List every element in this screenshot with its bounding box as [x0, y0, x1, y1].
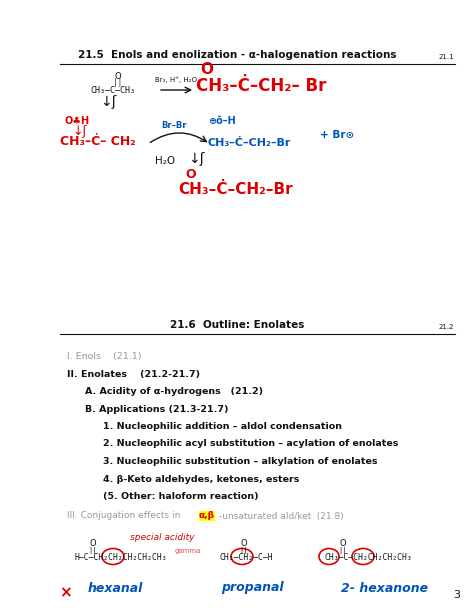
Text: O: O — [241, 538, 247, 547]
Text: CH₃–Ċ–CH₂– Br: CH₃–Ċ–CH₂– Br — [196, 77, 327, 95]
Text: CH₃–Ċ– CH₂: CH₃–Ċ– CH₂ — [60, 135, 136, 148]
Text: I. Enols    (21.1): I. Enols (21.1) — [67, 352, 142, 361]
Text: 4. β-Keto aldehydes, ketones, esters: 4. β-Keto aldehydes, ketones, esters — [103, 474, 300, 484]
Text: special acidity: special acidity — [130, 533, 194, 543]
Text: ||: || — [113, 78, 123, 87]
Text: 21.2: 21.2 — [438, 324, 454, 330]
Text: CH₃–Ċ–CH₂–Br: CH₃–Ċ–CH₂–Br — [208, 138, 292, 148]
Text: 1. Nucleophilic addition – aldol condensation: 1. Nucleophilic addition – aldol condens… — [103, 422, 342, 431]
Text: ↓ʃ: ↓ʃ — [188, 152, 204, 166]
Text: 21.6  Outline: Enolates: 21.6 Outline: Enolates — [170, 320, 304, 330]
Text: H₂O: H₂O — [155, 156, 175, 166]
Text: α,β: α,β — [199, 511, 215, 520]
Text: A. Acidity of α-hydrogens   (21.2): A. Acidity of α-hydrogens (21.2) — [85, 387, 263, 396]
Text: CH₃–C–CH₂CH₂CH₂CH₃: CH₃–C–CH₂CH₂CH₂CH₃ — [325, 552, 413, 562]
Text: CH₃–Ċ–CH₂–Br: CH₃–Ċ–CH₂–Br — [178, 182, 292, 197]
Text: O: O — [340, 538, 346, 547]
Text: O♣H: O♣H — [65, 116, 90, 126]
Text: B. Applications (21.3-21.7): B. Applications (21.3-21.7) — [85, 405, 228, 414]
Text: propanal: propanal — [221, 582, 283, 595]
Text: (21.8): (21.8) — [311, 511, 344, 520]
Text: Br₂, H⁺, H₂O: Br₂, H⁺, H₂O — [155, 76, 197, 83]
Text: -unsaturated ald/ket: -unsaturated ald/ket — [219, 511, 311, 520]
Text: ||: || — [89, 547, 97, 555]
Text: 21.1: 21.1 — [438, 54, 454, 60]
Text: 3: 3 — [453, 590, 460, 600]
Text: 21.5  Enols and enolization - α-halogenation reactions: 21.5 Enols and enolization - α-halogenat… — [78, 50, 396, 60]
Text: + Br⊙: + Br⊙ — [320, 130, 354, 140]
Text: 2. Nucleophilic acyl substitution – acylation of enolates: 2. Nucleophilic acyl substitution – acyl… — [103, 440, 398, 449]
Text: O: O — [115, 72, 121, 81]
Text: gamma: gamma — [175, 547, 201, 554]
Text: ||: || — [240, 547, 248, 555]
Text: (5. Other: haloform reaction): (5. Other: haloform reaction) — [103, 492, 259, 501]
Text: O: O — [185, 168, 196, 181]
Text: 3. Nucleophilic substitution – alkylation of enolates: 3. Nucleophilic substitution – alkylatio… — [103, 457, 377, 466]
Text: hexanal: hexanal — [87, 582, 143, 595]
Text: III. Conjugation effects in: III. Conjugation effects in — [67, 511, 183, 520]
Text: CH₃–CH₂–C–H: CH₃–CH₂–C–H — [220, 552, 273, 562]
Text: ||: || — [339, 547, 347, 555]
Text: Br–Br: Br–Br — [161, 121, 187, 130]
Text: ↓ʃ: ↓ʃ — [100, 95, 117, 109]
Text: O: O — [90, 538, 96, 547]
Text: H–C–CH₂CH₂CH₂CH₂CH₃: H–C–CH₂CH₂CH₂CH₂CH₃ — [75, 552, 168, 562]
Text: CH₃–C–CH₃: CH₃–C–CH₃ — [90, 86, 135, 95]
Text: ⊕ŏ–H: ⊕ŏ–H — [208, 116, 236, 126]
Text: ↓ʃ: ↓ʃ — [72, 125, 87, 138]
Text: II. Enolates    (21.2-21.7): II. Enolates (21.2-21.7) — [67, 370, 200, 378]
Text: ×: × — [59, 585, 72, 601]
Text: O: O — [200, 62, 213, 77]
Text: 2- hexanone: 2- hexanone — [341, 582, 428, 595]
